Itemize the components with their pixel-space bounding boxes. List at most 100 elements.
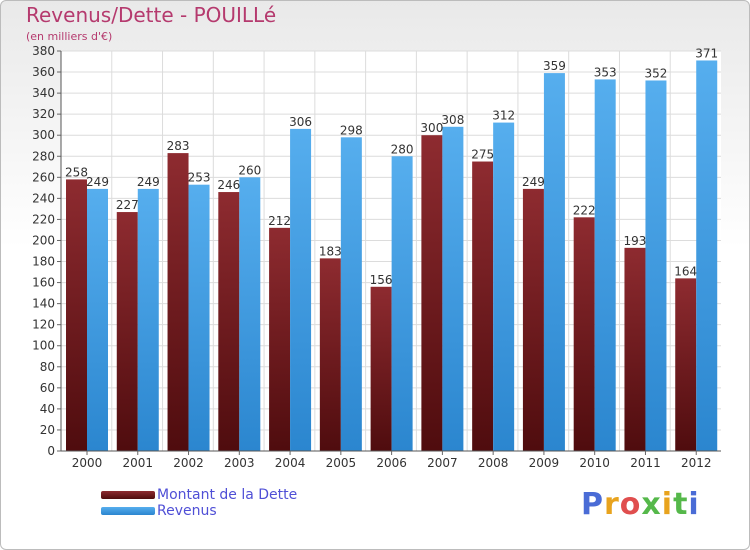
bar-revenue	[391, 156, 413, 451]
y-tick-label: 140	[32, 297, 55, 311]
bar-debt	[624, 247, 646, 451]
x-tick-label: 2011	[630, 456, 661, 470]
y-tick-label: 200	[32, 233, 55, 247]
data-label-debt: 222	[573, 203, 596, 217]
bar-revenue	[239, 177, 261, 451]
legend-item-debt: Montant de la Dette	[101, 487, 297, 503]
logo-letter: i	[688, 487, 700, 522]
x-tick-label: 2003	[224, 456, 255, 470]
data-label-revenue: 371	[695, 46, 718, 60]
x-tick-label: 2004	[275, 456, 306, 470]
x-tick-label: 2006	[376, 456, 407, 470]
bar-revenue	[645, 80, 667, 451]
data-label-revenue: 312	[492, 109, 515, 123]
legend-swatch-debt	[101, 491, 155, 499]
x-tick-label: 2000	[72, 456, 103, 470]
data-label-revenue: 280	[391, 142, 414, 156]
data-label-debt: 283	[167, 139, 190, 153]
y-tick-label: 100	[32, 339, 55, 353]
y-tick-label: 240	[32, 191, 55, 205]
data-label-debt: 227	[116, 198, 139, 212]
x-tick-label: 2001	[122, 456, 153, 470]
x-tick-label: 2008	[478, 456, 509, 470]
data-label-revenue: 359	[543, 59, 566, 73]
y-tick-label: 180	[32, 255, 55, 269]
bar-revenue	[543, 73, 565, 452]
legend-label-revenue: Revenus	[157, 503, 217, 519]
bar-debt	[218, 192, 240, 452]
bar-revenue	[493, 122, 515, 451]
y-tick-label: 20	[40, 423, 55, 437]
legend-swatch-revenue	[101, 507, 155, 515]
bar-revenue	[87, 188, 108, 452]
y-tick-label: 120	[32, 318, 55, 332]
y-tick-label: 60	[40, 381, 55, 395]
y-tick-label: 220	[32, 212, 55, 226]
logo-letter: t	[673, 487, 689, 522]
bar-revenue	[696, 60, 718, 451]
logo-letter: r	[604, 487, 620, 522]
bar-revenue	[442, 126, 464, 451]
data-label-revenue: 352	[645, 66, 668, 80]
y-tick-label: 0	[47, 444, 55, 458]
bar-debt	[116, 212, 138, 451]
chart-title: Revenus/Dette - POUILLé	[26, 3, 277, 27]
proxiti-logo: Proxiti	[581, 487, 700, 522]
data-label-revenue: 260	[238, 163, 261, 177]
data-label-debt: 212	[268, 214, 291, 228]
data-label-debt: 275	[471, 148, 494, 162]
bar-revenue	[290, 128, 312, 451]
chart-subtitle: (en milliers d'€)	[26, 30, 113, 43]
bar-debt	[319, 258, 341, 451]
bar-debt	[269, 227, 291, 451]
y-tick-label: 260	[32, 170, 55, 184]
data-label-revenue: 253	[188, 171, 211, 185]
data-label-revenue: 249	[137, 175, 160, 189]
data-label-revenue: 249	[86, 175, 109, 189]
data-label-debt: 300	[420, 121, 443, 135]
y-tick-label: 160	[32, 276, 55, 290]
bar-revenue	[340, 137, 362, 451]
bar-debt	[522, 188, 544, 452]
x-tick-label: 2009	[529, 456, 560, 470]
legend-item-revenue: Revenus	[101, 503, 297, 519]
x-tick-label: 2002	[173, 456, 204, 470]
data-label-debt: 183	[319, 244, 342, 258]
y-tick-label: 40	[40, 402, 55, 416]
bar-debt	[421, 135, 443, 452]
bar-revenue	[594, 79, 616, 451]
x-tick-label: 2010	[579, 456, 610, 470]
bar-debt	[167, 153, 189, 451]
data-label-revenue: 353	[594, 65, 617, 79]
data-label-debt: 193	[624, 234, 647, 248]
bar-debt	[573, 217, 595, 451]
y-tick-label: 320	[32, 107, 55, 121]
x-tick-label: 2007	[427, 456, 458, 470]
data-label-revenue: 306	[289, 115, 312, 129]
logo-letter: i	[661, 487, 674, 522]
data-label-revenue: 308	[441, 113, 464, 127]
bar-debt	[370, 286, 392, 451]
bar-debt	[675, 278, 697, 451]
bar-revenue	[188, 184, 210, 451]
legend-label-debt: Montant de la Dette	[157, 487, 298, 503]
logo-letter: o	[619, 487, 642, 522]
bar-revenue	[137, 188, 159, 452]
data-label-debt: 258	[65, 165, 88, 179]
logo-letter: x	[641, 487, 662, 522]
y-tick-label: 280	[32, 149, 55, 163]
bar-debt	[66, 179, 87, 451]
chart-legend: Montant de la Dette Revenus	[101, 487, 297, 519]
data-label-revenue: 298	[340, 123, 363, 137]
y-tick-label: 80	[40, 360, 55, 374]
x-tick-label: 2012	[681, 456, 712, 470]
y-tick-label: 360	[32, 65, 55, 79]
data-label-debt: 249	[522, 175, 545, 189]
logo-letter: P	[581, 487, 604, 522]
data-label-debt: 164	[674, 264, 697, 278]
y-tick-label: 340	[32, 86, 55, 100]
data-label-debt: 246	[217, 178, 240, 192]
y-tick-label: 300	[32, 128, 55, 142]
